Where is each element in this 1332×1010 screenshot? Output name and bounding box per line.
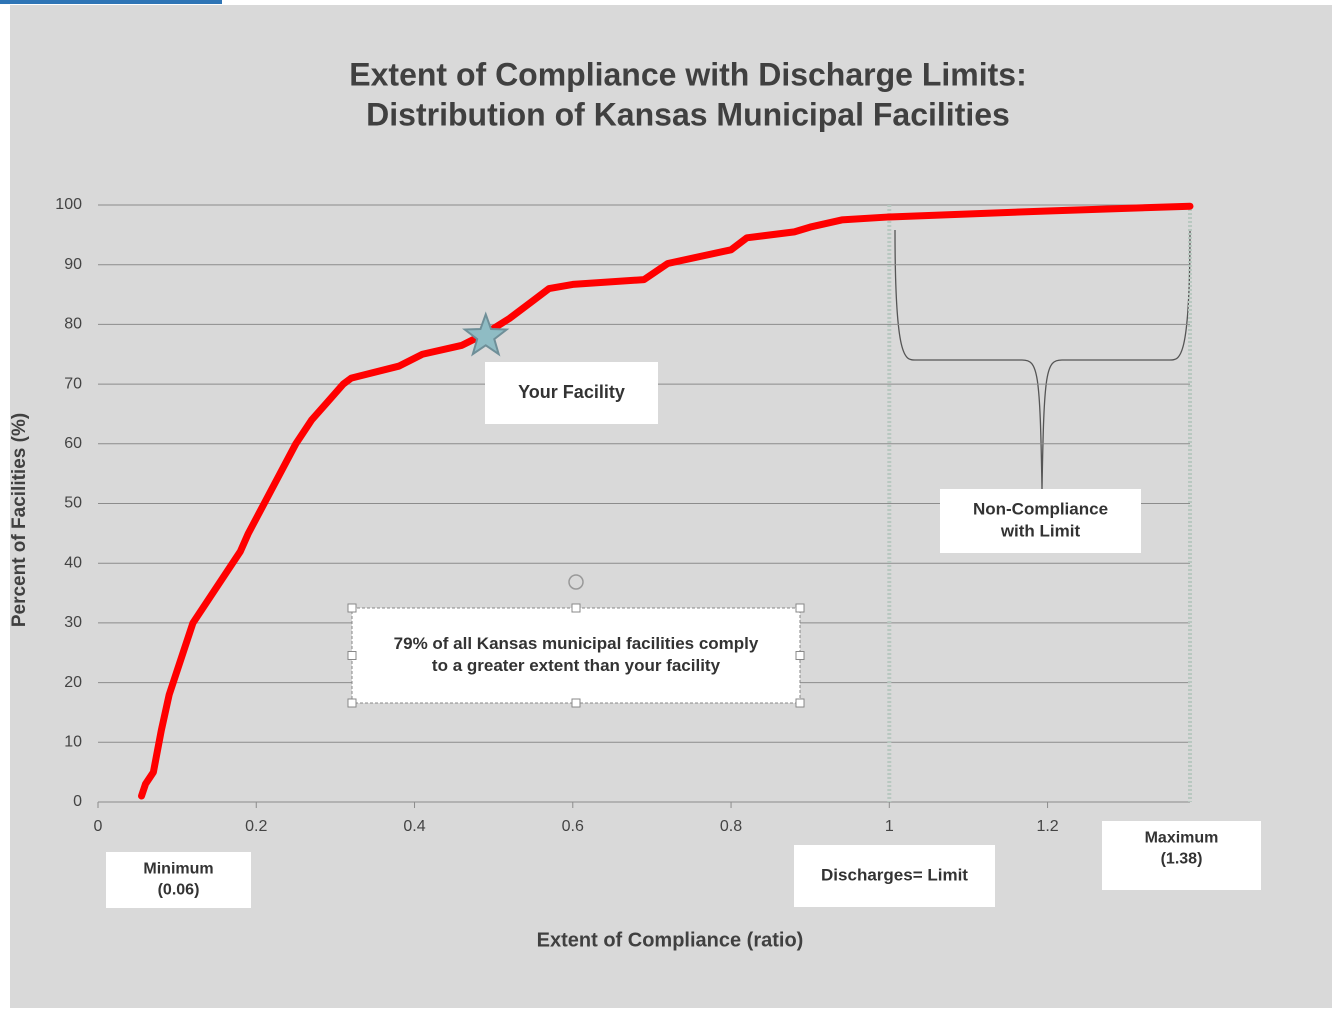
x-tick-label: 1.2 — [1036, 818, 1058, 835]
chart-title: Distribution of Kansas Municipal Facilit… — [366, 96, 1010, 132]
selection-handle — [795, 651, 805, 660]
y-tick-label: 100 — [55, 196, 82, 213]
highlight-star — [462, 311, 510, 357]
x-tick-label: 0.6 — [562, 818, 584, 835]
annotation-box — [351, 607, 801, 704]
selection-handle — [571, 698, 581, 708]
annotation-text: Minimum — [143, 861, 213, 878]
y-tick-label: 70 — [64, 375, 82, 392]
annotation-text: Discharges= Limit — [821, 865, 968, 884]
y-tick-label: 80 — [64, 316, 82, 333]
annotation-box — [106, 852, 251, 908]
selection-handle — [571, 603, 581, 613]
tab-bar — [0, 0, 222, 4]
annotation-text: (1.38) — [1161, 851, 1203, 868]
annotation-text: Non-Compliance — [973, 499, 1108, 518]
annotation-box — [1102, 821, 1261, 890]
y-tick-label: 60 — [64, 435, 82, 452]
rotate-handle — [568, 574, 584, 590]
y-tick-label: 10 — [64, 734, 82, 751]
annotation-text: Your Facility — [518, 382, 625, 402]
y-tick-label: 30 — [64, 614, 82, 631]
annotation-text: 79% of all Kansas municipal facilities c… — [394, 634, 759, 653]
y-tick-label: 0 — [73, 793, 82, 810]
annotation-text: Maximum — [1145, 830, 1219, 847]
y-tick-label: 90 — [64, 256, 82, 273]
line-series — [138, 202, 1194, 800]
x-tick-label: 0.4 — [403, 818, 425, 835]
y-tick-label: 40 — [64, 554, 82, 571]
annotation-box — [485, 362, 658, 424]
annotation-box — [794, 845, 995, 907]
selection-handle — [795, 698, 805, 708]
annotation-text: to a greater extent than your facility — [432, 656, 721, 675]
chart-title: Extent of Compliance with Discharge Limi… — [349, 56, 1026, 92]
x-tick-label: 0.2 — [245, 818, 267, 835]
selection-handle — [795, 603, 805, 613]
y-tick-label: 20 — [64, 674, 82, 691]
selection-handle — [347, 698, 357, 708]
annotation-text: with Limit — [1000, 521, 1081, 540]
x-tick-label: 0.8 — [720, 818, 742, 835]
selection-handle — [347, 651, 357, 660]
y-axis-title: Percent of Facilities (%) — [9, 413, 30, 627]
x-tick-label: 1 — [885, 818, 894, 835]
x-tick-label: 0 — [94, 818, 103, 835]
y-tick-label: 50 — [64, 495, 82, 512]
selection-handle — [347, 603, 357, 613]
annotation-box — [940, 489, 1141, 553]
x-axis-title: Extent of Compliance (ratio) — [537, 929, 804, 951]
annotation-text: (0.06) — [158, 882, 200, 899]
